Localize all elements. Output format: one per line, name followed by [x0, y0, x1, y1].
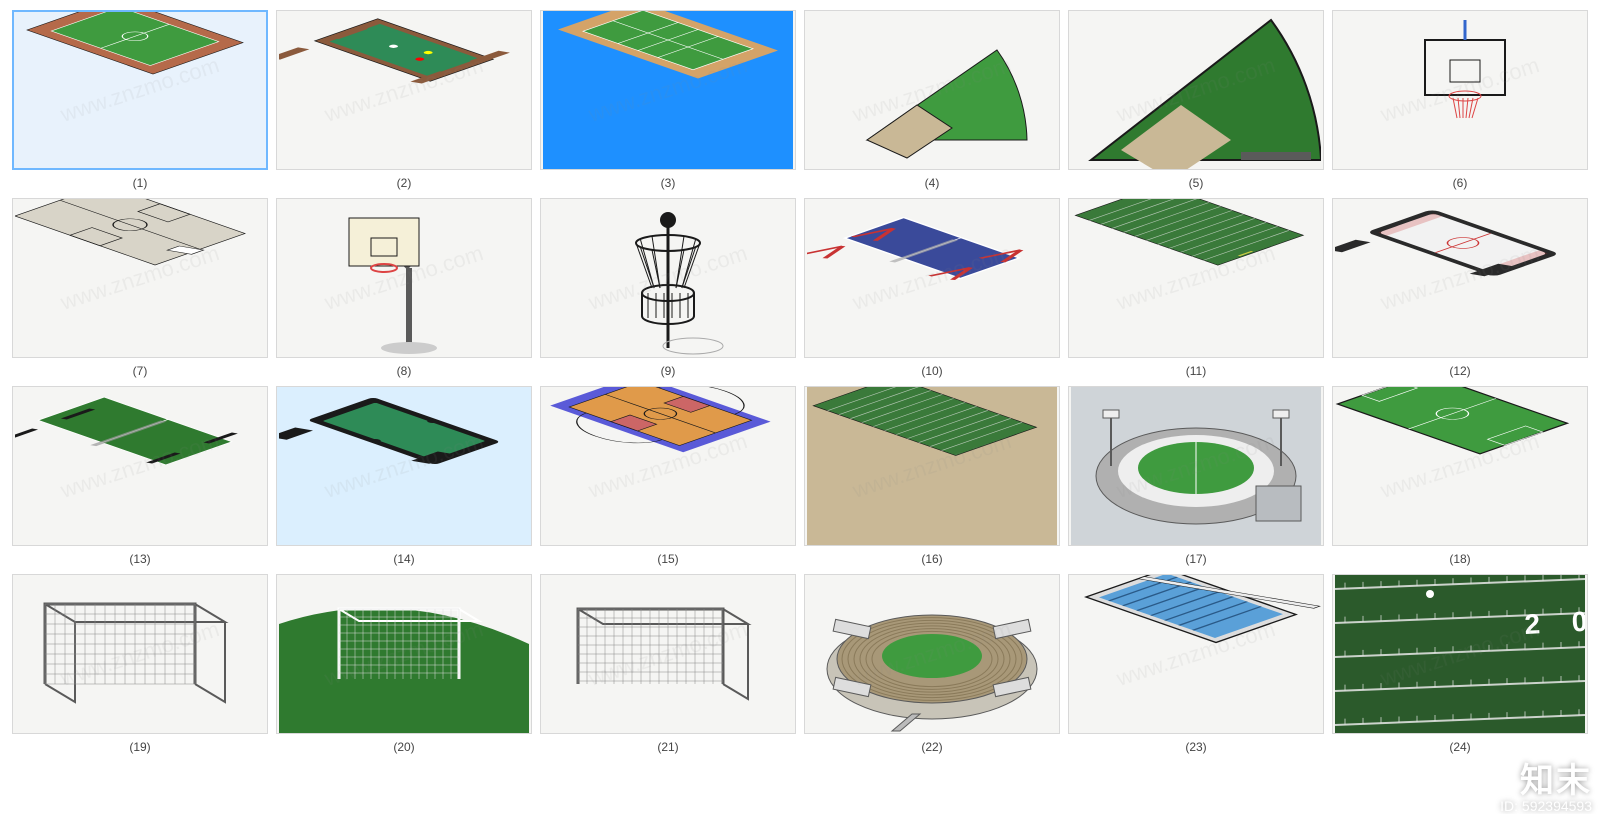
- thumbnail-cell: www.znzmo.com (8): [276, 198, 532, 378]
- thumbnail-baseball-field-large[interactable]: www.znzmo.com: [1068, 10, 1324, 170]
- thumbnail-cell: www.znzmo.com (17): [1068, 386, 1324, 566]
- thumbnail-basketball-court-gray[interactable]: www.znzmo.com: [12, 198, 268, 358]
- thumbnail-cell: www.znzmo.com (18): [1332, 386, 1588, 566]
- svg-text:2 0: 2 0: [1524, 605, 1585, 640]
- thumbnail-stadium-track[interactable]: www.znzmo.com: [12, 10, 268, 170]
- thumbnail-svg: [15, 574, 265, 734]
- thumbnail-football-field-green[interactable]: www.znzmo.com: [1068, 198, 1324, 358]
- thumbnail-label: (20): [393, 740, 414, 754]
- thumbnail-cell: www.znzmo.com (21): [540, 574, 796, 754]
- thumbnail-svg: [279, 198, 529, 358]
- thumbnail-cell: www.znzmo.com (14): [276, 386, 532, 566]
- thumbnail-label: (17): [1185, 552, 1206, 566]
- thumbnail-svg: [1335, 386, 1585, 546]
- thumbnail-svg: [1335, 198, 1585, 358]
- thumbnail-svg: [543, 198, 793, 358]
- thumbnail-svg: [1071, 574, 1321, 734]
- thumbnail-label: (21): [657, 740, 678, 754]
- thumbnail-soccer-goal-grass[interactable]: www.znzmo.com: [276, 574, 532, 734]
- thumbnail-basketball-hoop-pole[interactable]: www.znzmo.com: [276, 198, 532, 358]
- thumbnail-pool-table-black[interactable]: www.znzmo.com: [276, 386, 532, 546]
- thumbnail-svg: [807, 10, 1057, 170]
- thumbnail-label: (9): [661, 364, 676, 378]
- thumbnail-label: (16): [921, 552, 942, 566]
- thumbnail-tt-table-blue[interactable]: www.znzmo.com: [804, 198, 1060, 358]
- thumbnail-cell: www.znzmo.com (1): [12, 10, 268, 190]
- thumbnail-cell: www.znzmo.com (6): [1332, 10, 1588, 190]
- thumbnail-label: (24): [1449, 740, 1470, 754]
- thumbnail-label: (6): [1453, 176, 1468, 190]
- thumbnail-cell: www.znzmo.com (23): [1068, 574, 1324, 754]
- thumbnail-svg: [807, 386, 1057, 546]
- thumbnail-svg: [543, 574, 793, 734]
- thumbnail-football-field-beige[interactable]: www.znzmo.com: [804, 386, 1060, 546]
- thumbnail-cell: www.znzmo.com (5): [1068, 10, 1324, 190]
- thumbnail-svg: [1071, 386, 1321, 546]
- thumbnail-label: (14): [393, 552, 414, 566]
- thumbnail-soccer-goal-2[interactable]: www.znzmo.com: [540, 574, 796, 734]
- thumbnail-svg: [279, 574, 529, 734]
- thumbnail-cell: www.znzmo.com (20): [276, 574, 532, 754]
- thumbnail-label: (15): [657, 552, 678, 566]
- thumbnail-svg: [15, 386, 265, 546]
- thumbnail-basketball-hoop-simple[interactable]: www.znzmo.com: [1332, 10, 1588, 170]
- thumbnail-svg: [15, 10, 265, 170]
- thumbnail-svg: [807, 198, 1057, 358]
- thumbnail-svg: [1071, 198, 1321, 358]
- thumbnail-label: (1): [133, 176, 148, 190]
- thumbnail-label: (2): [397, 176, 412, 190]
- thumbnail-football-closeup[interactable]: 2 0www.znzmo.com: [1332, 574, 1588, 734]
- thumbnail-grid: www.znzmo.com(1)www.znzmo.com(2)www.znzm…: [0, 0, 1600, 764]
- thumbnail-cell: www.znzmo.com (10): [804, 198, 1060, 378]
- thumbnail-pool-table-wood[interactable]: www.znzmo.com: [276, 10, 532, 170]
- thumbnail-label: (23): [1185, 740, 1206, 754]
- thumbnail-label: (7): [133, 364, 148, 378]
- thumbnail-svg: [279, 10, 529, 170]
- thumbnail-cell: 2 0www.znzmo.com (24): [1332, 574, 1588, 754]
- thumbnail-label: (18): [1449, 552, 1470, 566]
- thumbnail-cell: www.znzmo.com (3): [540, 10, 796, 190]
- thumbnail-svg: [543, 10, 793, 170]
- thumbnail-label: (4): [925, 176, 940, 190]
- thumbnail-soccer-pitch[interactable]: www.znzmo.com: [1332, 386, 1588, 546]
- thumbnail-label: (5): [1189, 176, 1204, 190]
- thumbnail-cell: www.znzmo.com (13): [12, 386, 268, 566]
- thumbnail-cell: www.znzmo.com (4): [804, 10, 1060, 190]
- thumbnail-cell: www.znzmo.com (16): [804, 386, 1060, 566]
- thumbnail-label: (8): [397, 364, 412, 378]
- thumbnail-label: (12): [1449, 364, 1470, 378]
- thumbnail-swimming-pool[interactable]: www.znzmo.com: [1068, 574, 1324, 734]
- thumbnail-soccer-goal-1[interactable]: www.znzmo.com: [12, 574, 268, 734]
- thumbnail-svg: [279, 386, 529, 546]
- thumbnail-svg: [1071, 10, 1321, 170]
- thumbnail-cell: www.znzmo.com (9): [540, 198, 796, 378]
- thumbnail-label: (11): [1186, 364, 1206, 378]
- thumbnail-svg: [807, 574, 1057, 734]
- thumbnail-tt-table-green[interactable]: www.znzmo.com: [12, 386, 268, 546]
- thumbnail-cell: www.znzmo.com (11): [1068, 198, 1324, 378]
- thumbnail-basketball-court-color[interactable]: www.znzmo.com: [540, 386, 796, 546]
- watermark-id: ID: 592394593: [1500, 798, 1592, 814]
- thumbnail-svg: [15, 198, 265, 358]
- thumbnail-stadium-modern[interactable]: www.znzmo.com: [1068, 386, 1324, 546]
- thumbnail-baseball-field-small[interactable]: www.znzmo.com: [804, 10, 1060, 170]
- thumbnail-label: (19): [129, 740, 150, 754]
- thumbnail-svg: 2 0: [1335, 574, 1585, 734]
- thumbnail-label: (13): [129, 552, 150, 566]
- thumbnail-cell: www.znzmo.com (7): [12, 198, 268, 378]
- thumbnail-disc-golf-basket[interactable]: www.znzmo.com: [540, 198, 796, 358]
- thumbnail-label: (22): [921, 740, 942, 754]
- thumbnail-label: (10): [921, 364, 942, 378]
- thumbnail-label: (3): [661, 176, 676, 190]
- thumbnail-cell: www.znzmo.com (12): [1332, 198, 1588, 378]
- thumbnail-cell: www.znzmo.com (15): [540, 386, 796, 566]
- thumbnail-svg: [543, 386, 793, 546]
- thumbnail-cell: www.znzmo.com (19): [12, 574, 268, 754]
- thumbnail-cell: www.znzmo.com (2): [276, 10, 532, 190]
- thumbnail-cell: www.znzmo.com (22): [804, 574, 1060, 754]
- thumbnail-stadium-bowl[interactable]: www.znzmo.com: [804, 574, 1060, 734]
- thumbnail-badminton-court[interactable]: www.znzmo.com: [540, 10, 796, 170]
- thumbnail-air-hockey[interactable]: www.znzmo.com: [1332, 198, 1588, 358]
- thumbnail-svg: [1335, 10, 1585, 170]
